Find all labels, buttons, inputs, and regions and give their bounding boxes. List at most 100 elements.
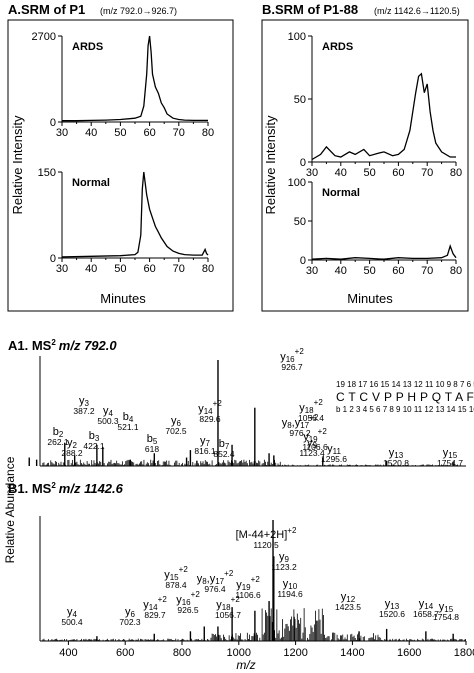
peak-label-ion: y: [198, 403, 204, 415]
peak-label: y15: [443, 447, 458, 460]
peak-mz-label: 829.6: [199, 414, 221, 424]
peak-label: b5: [147, 433, 158, 446]
panel-label: Normal: [322, 187, 360, 199]
peak-mz-label: 702.5: [165, 426, 187, 436]
peak-mz-label: 262.1: [47, 437, 69, 447]
peak-mz-label: 1123.4: [299, 448, 325, 458]
peak-label-index: 19: [242, 583, 251, 592]
peak-label: y6: [171, 415, 182, 428]
peak-label-ion: y: [385, 598, 391, 610]
title-a1-sup: 2: [51, 338, 56, 347]
peak-label-index: 8: [202, 577, 207, 586]
peak-mz-label: 1123.2: [271, 562, 297, 572]
srm-b-normal-chart: 30 40 50 60 70 80 0 50 100 Normal: [288, 177, 462, 277]
peak-mz-label: 618: [145, 444, 159, 454]
peak-label: y18+2: [216, 595, 240, 612]
sequence-letters: C T C V P P H P Q T A F C N S D L V I R: [336, 390, 474, 404]
peak-mz-label: 816.1: [194, 446, 216, 456]
peak-label-ion: y: [299, 402, 305, 414]
peak-label-charge: +2: [295, 347, 305, 356]
peak-label: y15+2: [164, 565, 188, 582]
peak-label-index: 16: [182, 598, 191, 607]
peak-label: b2: [53, 426, 64, 439]
x-tick-label: 80: [202, 263, 214, 275]
peak-label-index: 7: [225, 442, 230, 451]
x-tick-label: 50: [363, 265, 375, 277]
srm-b-ylabel: Relative Intensity: [263, 115, 278, 214]
peak-label: y19+2: [303, 427, 327, 444]
ms-ylabel: Relative Abundance: [3, 456, 17, 563]
peak-mz-label: 926.5: [177, 605, 199, 615]
y-tick-label: 0: [50, 253, 56, 265]
peak-label-index: 11: [333, 447, 342, 456]
ms-xlabel: m/z: [236, 658, 255, 672]
peak-mz-label: 500.4: [61, 617, 83, 627]
peak-mz-label: 1658.7: [413, 609, 439, 619]
peak-label-index: 6: [131, 610, 136, 619]
peak-label-index: 15: [444, 605, 453, 614]
x-tick-label: 400: [59, 647, 77, 659]
peak-mz-label: 1754.7: [437, 458, 463, 468]
peak-label-ion: y: [164, 569, 170, 581]
peak-label-ion: y: [303, 431, 309, 443]
peak-label: y14+2: [143, 595, 167, 612]
title-b1-sup: 2: [51, 481, 56, 490]
peak-label-ion: y: [279, 551, 285, 563]
sequence-top-numbers: 19 18 17 16 15 14 13 12 11 10 9 8 7 6 5 …: [336, 380, 474, 389]
peak-label-ion: y: [125, 606, 131, 618]
peak-label-index: 14: [424, 602, 433, 611]
peak-label-ion: b: [147, 433, 153, 445]
peak-label-index: 3: [85, 399, 90, 408]
peak-label: y11: [327, 443, 341, 456]
peak-label-ion: y: [67, 437, 73, 449]
peak-label: y16+2: [280, 347, 304, 364]
peak-label-ion: y: [443, 447, 449, 459]
peak-label-charge: +2: [191, 590, 201, 599]
peak-label: y7: [200, 435, 211, 448]
peak-label: y13: [385, 598, 400, 611]
peak-label: y16+2: [176, 590, 200, 607]
series-line: [62, 35, 208, 122]
peak-label-index: 15: [170, 573, 179, 582]
x-tick-label: 1400: [340, 647, 364, 659]
peak-mz-label: 387.2: [73, 406, 95, 416]
peak-label-ion: y: [143, 599, 149, 611]
peak-label-charge: +2: [314, 398, 324, 407]
peak-mz-label: 422.1: [83, 441, 105, 451]
peak-label-ion: ,y: [292, 417, 301, 429]
peak-label: y3: [79, 395, 90, 408]
x-tick-label: 50: [114, 127, 126, 139]
title-srm-b-mz: (m/z 1142.6→1120.5): [374, 6, 460, 16]
peak-label-index: 2: [73, 441, 78, 450]
peak-label: y18+2: [299, 398, 323, 415]
peak-label: y15: [439, 601, 454, 614]
peak-mz-label: 1520.8: [383, 458, 409, 468]
peak-label-ion: y: [79, 395, 85, 407]
peak-label: b4: [123, 411, 134, 424]
x-tick-label: 1000: [227, 647, 251, 659]
title-b1-prefix: B1. MS: [8, 481, 52, 496]
x-tick-label: 60: [392, 167, 404, 179]
srm-b-xlabel: Minutes: [347, 291, 393, 306]
peak-mz-label: 878.4: [165, 580, 187, 590]
x-tick-label: 50: [114, 263, 126, 275]
x-tick-label: 1600: [397, 647, 421, 659]
x-tick-label: 40: [85, 263, 97, 275]
peak-label-index: 15: [448, 451, 457, 460]
peak-mz-label: 976.4: [204, 584, 226, 594]
peak-label-ion: y: [282, 417, 288, 429]
peak-mz-label: 521.1: [117, 422, 139, 432]
x-tick-label: 50: [363, 167, 375, 179]
peak-label: y8,y17+2: [197, 569, 234, 586]
y-tick-label: 150: [38, 167, 56, 179]
peak-label-ion: y: [327, 443, 333, 455]
peak-label-charge: +2: [179, 565, 189, 574]
peak-label-ion: y: [236, 579, 242, 591]
peak-label: y2: [67, 437, 78, 450]
ms-b1-chart: 40060080010001200140016001800y4500.4y670…: [39, 516, 474, 659]
x-tick-label: 70: [173, 263, 185, 275]
frame-srm-a: [7, 19, 234, 312]
peak-label-index: 4: [109, 409, 114, 418]
peak-label-ion: ,y: [207, 573, 216, 585]
